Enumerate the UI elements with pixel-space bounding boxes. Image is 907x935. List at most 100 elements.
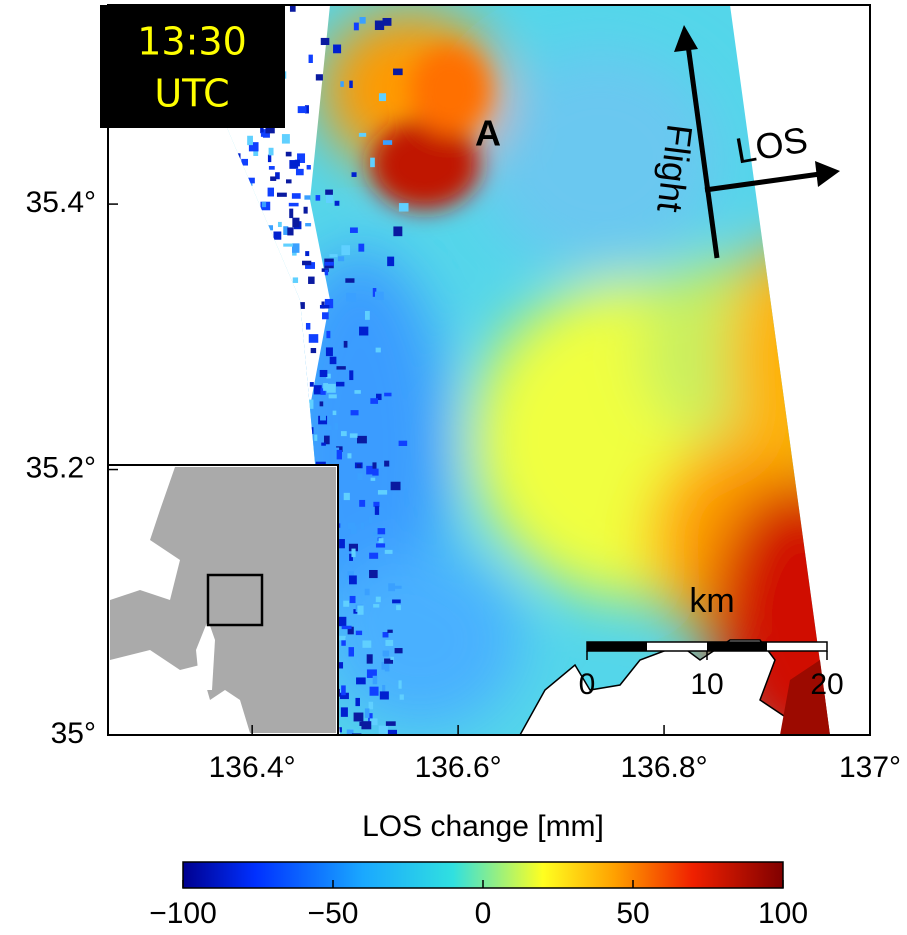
- speckle: [181, 232, 186, 243]
- speckle: [366, 465, 373, 475]
- speckle: [354, 390, 361, 394]
- arrows: [674, 25, 840, 259]
- speckle: [258, 280, 264, 290]
- speckle: [284, 383, 294, 388]
- speckle: [181, 321, 192, 330]
- speckle: [341, 245, 350, 256]
- speckle: [185, 388, 192, 393]
- speckle: [240, 440, 251, 445]
- speckle: [338, 662, 344, 669]
- speckle: [340, 81, 344, 87]
- speckle: [248, 142, 259, 152]
- speckle: [294, 318, 301, 324]
- speckle: [202, 231, 212, 241]
- speckle: [372, 675, 378, 685]
- speckle: [216, 267, 222, 274]
- arrowhead: [815, 161, 840, 187]
- speckle: [393, 226, 403, 237]
- speckle: [396, 605, 401, 611]
- speckle: [359, 17, 366, 24]
- speckle: [193, 289, 202, 297]
- x-tick-label: 136.6°: [415, 751, 502, 784]
- speckle: [362, 640, 372, 648]
- speckle: [370, 157, 375, 168]
- speckle: [289, 160, 299, 169]
- speckle: [218, 312, 227, 318]
- time-box: [100, 5, 285, 128]
- los-arrow: [704, 171, 821, 193]
- speckle: [332, 410, 337, 416]
- speckle: [232, 311, 238, 317]
- speckle: [289, 5, 296, 12]
- speckle: [191, 130, 202, 134]
- speckle: [307, 427, 314, 434]
- speckle: [358, 132, 367, 137]
- speckle: [249, 429, 256, 434]
- speckle: [194, 352, 201, 358]
- speckle: [336, 366, 346, 370]
- speckle: [264, 362, 275, 370]
- colorbar-tick-label: 50: [616, 897, 649, 930]
- speckle: [223, 249, 228, 259]
- speckle: [275, 335, 283, 341]
- speckle: [256, 253, 260, 259]
- speckle: [201, 257, 209, 266]
- speckle: [377, 490, 388, 495]
- speckle: [216, 297, 222, 303]
- speckle: [214, 363, 218, 371]
- speckle: [324, 298, 334, 309]
- annotation: A: [475, 113, 501, 154]
- speckle: [375, 462, 384, 469]
- speckle: [285, 179, 292, 184]
- speckle: [230, 212, 240, 219]
- speckle: [186, 333, 196, 342]
- speckle: [245, 343, 251, 352]
- speckle: [206, 412, 211, 422]
- speckle: [319, 401, 324, 407]
- speckle: [245, 396, 249, 402]
- speckle: [234, 216, 240, 221]
- speckle: [265, 124, 275, 134]
- speckle: [350, 525, 357, 534]
- speckle: [315, 195, 321, 201]
- scale-tick-label: 0: [579, 668, 596, 701]
- speckle: [375, 291, 384, 301]
- speckle: [241, 335, 250, 342]
- speckle: [376, 393, 382, 401]
- speckle: [305, 322, 311, 330]
- colorbar-tick-label: −50: [308, 897, 359, 930]
- speckle: [384, 549, 393, 554]
- colorbar-tick-label: 100: [758, 897, 808, 930]
- scale-unit: km: [689, 582, 734, 620]
- speckle: [324, 269, 329, 276]
- speckle: [347, 522, 356, 530]
- speckle: [336, 449, 342, 460]
- speckle: [253, 147, 259, 156]
- speckle: [359, 499, 366, 507]
- speckle: [203, 387, 212, 395]
- speckle: [288, 438, 295, 445]
- speckle: [204, 237, 211, 245]
- speckle: [190, 325, 195, 335]
- speckle: [222, 207, 227, 218]
- speckle: [198, 347, 206, 352]
- speckle: [357, 473, 363, 481]
- speckle: [308, 399, 314, 409]
- speckle: [310, 348, 317, 354]
- speckle: [322, 312, 329, 320]
- speckle: [291, 319, 296, 328]
- speckle: [283, 226, 289, 235]
- speckle: [394, 585, 402, 589]
- speckle: [183, 262, 193, 272]
- speckle: [185, 203, 196, 211]
- speckle: [304, 195, 311, 200]
- speckle: [294, 430, 300, 438]
- speckle: [212, 412, 221, 417]
- speckle: [192, 415, 201, 421]
- speckle: [216, 335, 224, 342]
- speckle: [393, 68, 403, 76]
- speckle: [336, 446, 343, 452]
- speckle: [320, 388, 326, 395]
- speckle: [261, 201, 267, 208]
- speckle: [308, 54, 313, 63]
